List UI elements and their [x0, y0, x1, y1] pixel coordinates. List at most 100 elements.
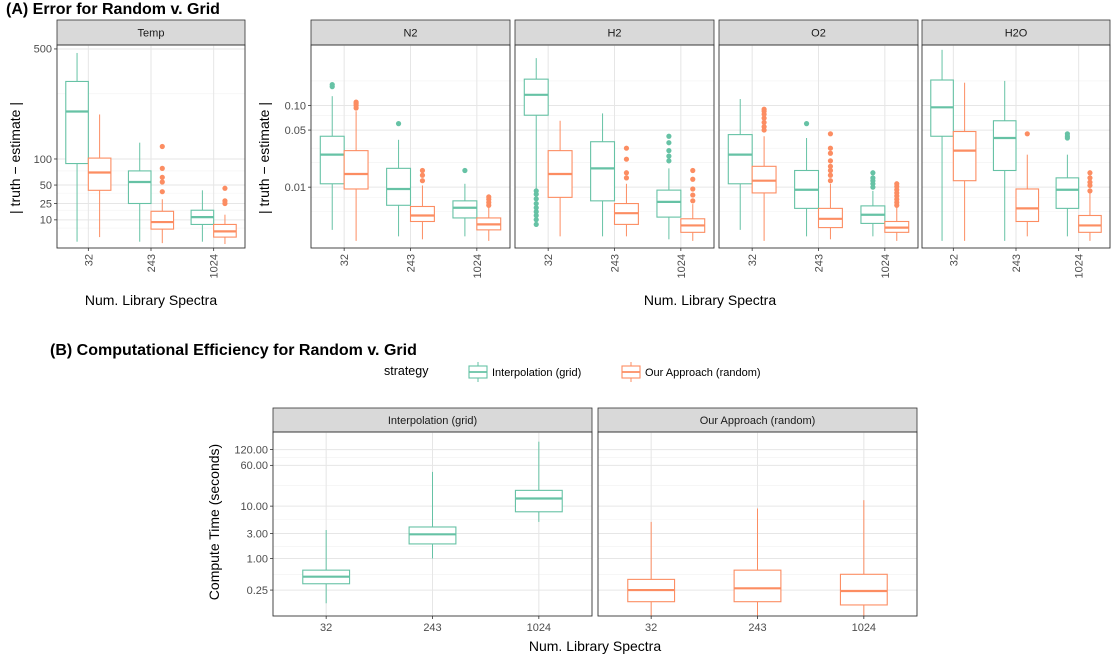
y-tick-label: 10.00 — [240, 501, 268, 513]
panel-random-time: Our Approach (random) 32 243 1024 — [597, 407, 918, 634]
outlier-point — [803, 121, 810, 127]
outlier-point — [1087, 179, 1093, 185]
box-32-random — [547, 120, 573, 237]
outlier-point — [761, 124, 767, 130]
x-tick-label: 32 — [645, 622, 657, 634]
x-tick-label: 1024 — [880, 254, 892, 278]
strip-n2 — [310, 19, 511, 46]
outlier-point — [870, 175, 876, 181]
box-body — [408, 526, 457, 545]
strip-label: N2 — [403, 28, 417, 40]
y-tick-label: 120.00 — [234, 444, 268, 456]
outlier-point — [419, 172, 426, 178]
panel-h2: H2 32 243 1024 — [514, 19, 715, 278]
outlier-point — [666, 153, 672, 159]
outlier-point — [690, 176, 696, 182]
outlier-point — [533, 212, 539, 219]
strip-o2 — [718, 19, 919, 46]
outlier-point — [533, 205, 539, 211]
outlier-point — [1087, 175, 1093, 181]
outlier-point — [462, 167, 468, 174]
x-axis-title-a2: Num. Library Spectra — [644, 292, 776, 308]
box-243-grid — [794, 121, 820, 237]
box-body — [952, 130, 977, 182]
strip-label: Temp — [138, 28, 165, 40]
box-32-random — [952, 82, 977, 241]
x-tick-label: 32 — [948, 254, 960, 266]
outlier-point — [395, 121, 402, 127]
outlier-point — [761, 115, 767, 121]
strip-grid-time — [272, 407, 593, 433]
outlier-point — [419, 178, 426, 184]
x-tick-label: 1024 — [1074, 254, 1086, 278]
outlier-point — [666, 133, 672, 139]
box-body — [1078, 214, 1102, 233]
box-32-grid — [523, 58, 549, 228]
outlier-point — [827, 131, 834, 137]
y-tick-label: 100 — [34, 154, 52, 166]
x-tick-label: 1024 — [472, 254, 484, 278]
box-1024-grid — [514, 441, 563, 522]
legend: strategy Interpolation (grid) Our Approa… — [384, 362, 761, 382]
x-tick-label: 243 — [610, 254, 622, 272]
box-body — [1015, 188, 1040, 223]
outlier-point — [761, 119, 767, 126]
box-1024-grid — [1055, 131, 1080, 237]
x-tick-label: 32 — [747, 254, 759, 266]
outlier-point — [690, 198, 696, 204]
strip-h2 — [514, 19, 715, 46]
box-body — [386, 167, 412, 206]
box-1024-grid — [860, 170, 886, 237]
outlier-point — [827, 172, 834, 178]
outlier-point — [827, 145, 834, 151]
outlier-point — [533, 188, 539, 194]
y-tick-label: 0.10 — [285, 100, 306, 112]
y-tick-label: 0.01 — [285, 182, 306, 194]
box-243-random — [613, 145, 639, 237]
section-b-title: (B) Computational Efficiency for Random … — [50, 342, 417, 359]
outlier-point — [159, 189, 165, 195]
legend-title: strategy — [384, 364, 429, 378]
outlier-point — [827, 163, 834, 169]
outlier-point — [894, 181, 900, 187]
outlier-point — [690, 167, 696, 174]
x-tick-label: 1024 — [527, 622, 551, 634]
box-body — [514, 489, 563, 513]
outlier-point — [222, 198, 228, 204]
outlier-point — [533, 209, 539, 215]
box-body — [87, 157, 112, 191]
outlier-point — [827, 167, 834, 174]
outlier-point — [353, 99, 359, 105]
x-tick-label: 243 — [1011, 254, 1023, 272]
outlier-point — [1064, 131, 1070, 137]
outlier-point — [159, 165, 165, 171]
outlier-point — [666, 158, 672, 164]
box-243-grid — [590, 113, 616, 237]
box-1024-random — [839, 500, 888, 616]
box-1024-random — [1078, 170, 1102, 241]
box-body — [590, 141, 616, 202]
x-tick-label: 1024 — [852, 622, 876, 634]
section-a-title: (A) Error for Random v. Grid — [6, 1, 220, 18]
box-32-random — [87, 114, 112, 238]
box-body — [992, 120, 1017, 172]
legend-label-grid: Interpolation (grid) — [492, 367, 581, 379]
panel-o2: O2 32 243 1024 — [718, 19, 919, 278]
box-body — [733, 569, 782, 603]
x-tick-label: 243 — [748, 622, 766, 634]
box-243-grid — [386, 121, 412, 237]
outlier-point — [827, 150, 834, 156]
box-body — [523, 78, 549, 116]
outlier-point — [533, 221, 539, 228]
box-243-random — [733, 508, 782, 616]
outlier-point — [159, 179, 165, 185]
box-body — [65, 80, 89, 165]
x-axis-title-a1: Num. Library Spectra — [85, 292, 217, 308]
box-32-grid — [302, 530, 351, 604]
box-243-random — [817, 131, 843, 240]
box-body — [839, 573, 888, 606]
box-243-grid — [127, 142, 152, 242]
outlier-point — [159, 143, 165, 150]
box-243-random — [150, 143, 175, 244]
